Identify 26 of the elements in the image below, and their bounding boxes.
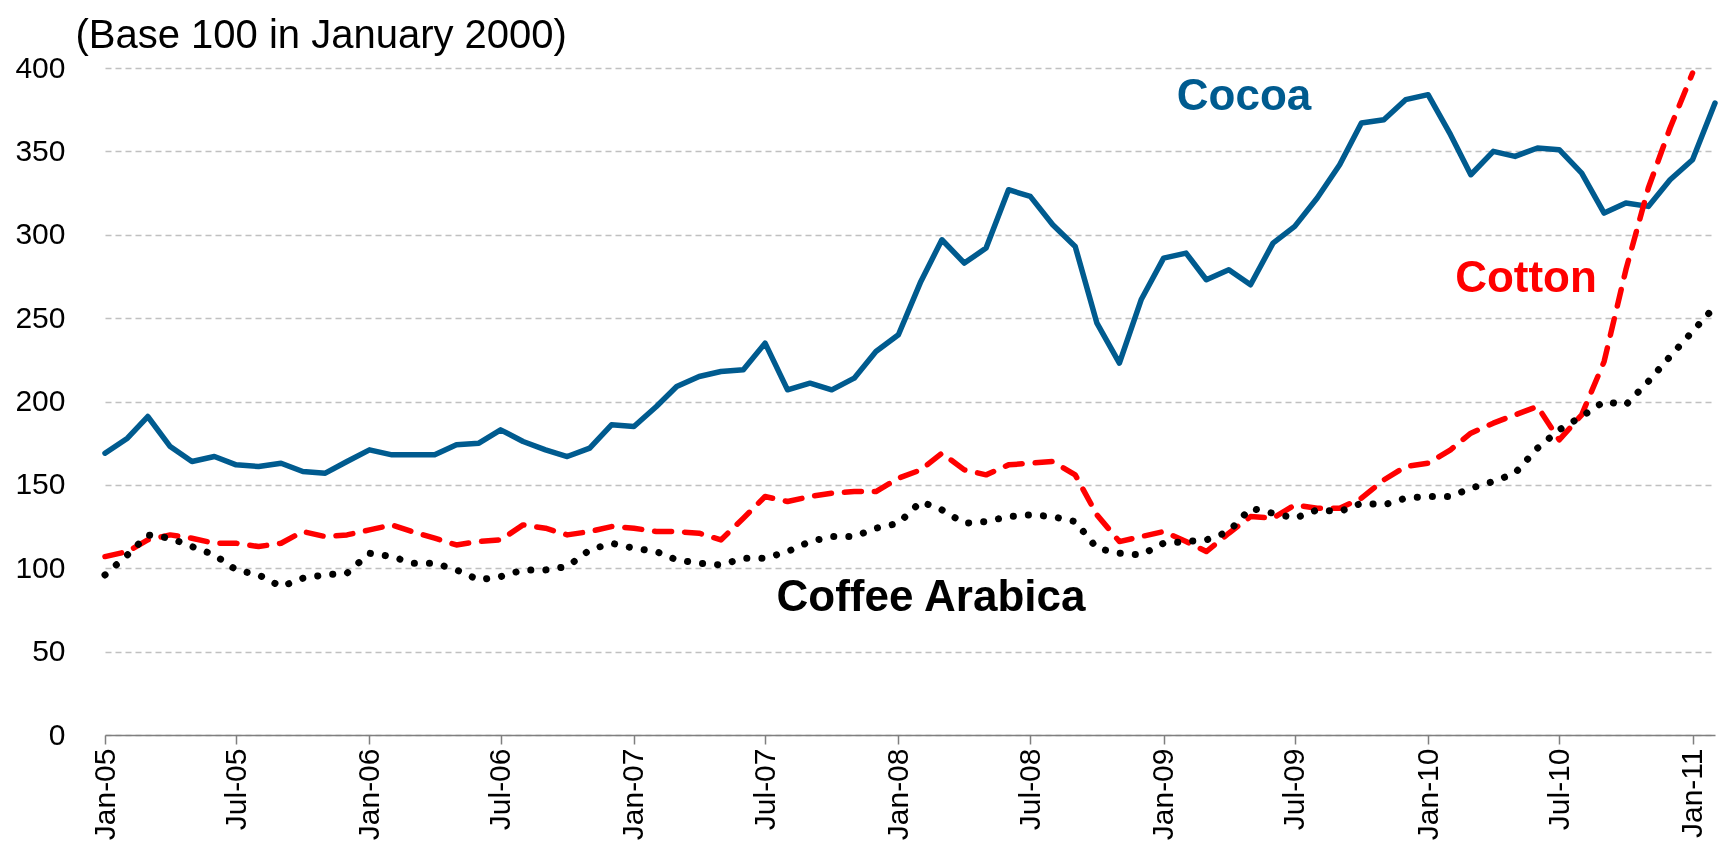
y-tick-label: 350 (15, 133, 66, 167)
x-tick-label: Jul-09 (1277, 748, 1311, 831)
y-tick-label: 400 (15, 50, 66, 84)
x-tick-label: Jan-05 (87, 748, 121, 841)
y-tick-label: 50 (32, 634, 66, 668)
x-tick-label: Jan-09 (1146, 748, 1180, 841)
x-tick-label: Jul-08 (1012, 748, 1046, 831)
y-tick-label: 200 (15, 384, 66, 417)
y-tick-label: 0 (48, 717, 66, 751)
y-axis-title: (Base 100 in January 2000) (75, 11, 567, 56)
series-label: Cotton (1455, 252, 1597, 301)
series-label: Coffee Arabica (776, 571, 1086, 620)
y-tick-label: 150 (15, 467, 66, 501)
x-tick-label: Jan-07 (616, 748, 650, 841)
series-label: Cocoa (1176, 70, 1312, 119)
y-tick-label: 100 (15, 550, 66, 584)
x-tick-label: Jul-07 (747, 748, 781, 831)
x-tick-label: Jul-06 (483, 748, 517, 831)
x-tick-label: Jan-11 (1675, 748, 1709, 839)
x-tick-label: Jul-10 (1541, 748, 1575, 831)
x-tick-label: Jan-10 (1410, 748, 1444, 841)
y-tick-label: 300 (15, 217, 66, 251)
x-tick-label: Jan-08 (880, 748, 914, 841)
y-tick-label: 250 (15, 300, 66, 334)
x-tick-label: Jan-06 (351, 748, 385, 841)
x-tick-label: Jul-05 (218, 748, 252, 831)
